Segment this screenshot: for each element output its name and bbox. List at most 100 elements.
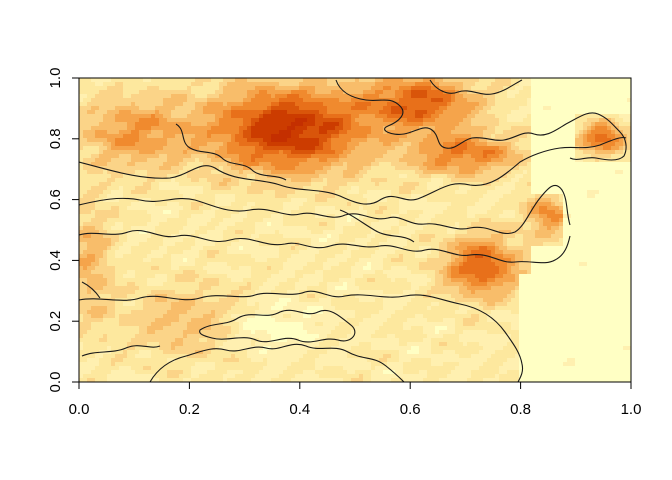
heatmap-cell [99, 374, 104, 379]
heatmap-cell [155, 298, 160, 303]
heatmap-cell [203, 346, 208, 351]
heatmap-cell [127, 78, 132, 83]
heatmap-cell [103, 182, 108, 187]
heatmap-cell [119, 286, 124, 291]
heatmap-cell [79, 146, 84, 151]
heatmap-cell [91, 298, 96, 303]
heatmap-cell [295, 298, 300, 303]
heatmap-cell [255, 354, 260, 359]
heatmap-cell [319, 222, 324, 227]
heatmap-cell [279, 326, 284, 331]
heatmap-cell [319, 330, 324, 335]
heatmap-cell [107, 306, 112, 311]
heatmap-cell [227, 226, 232, 231]
heatmap-cell [195, 318, 200, 323]
heatmap-cell [155, 82, 160, 87]
heatmap-cell [119, 186, 124, 191]
heatmap-cell [127, 174, 132, 179]
heatmap-cell [155, 98, 160, 103]
heatmap-cell [147, 134, 152, 139]
heatmap-cell [171, 374, 176, 379]
heatmap-cell [335, 326, 340, 331]
heatmap-cell [131, 106, 136, 111]
heatmap-cell [283, 306, 288, 311]
heatmap-cell [299, 314, 304, 319]
heatmap-cell [187, 86, 192, 91]
heatmap-cell [107, 326, 112, 331]
heatmap-cell [199, 166, 204, 171]
heatmap-cell [271, 222, 276, 227]
heatmap-cell [231, 358, 236, 363]
heatmap-cell [139, 274, 144, 279]
heatmap-cell [323, 258, 328, 263]
heatmap-cell [275, 190, 280, 195]
heatmap-cell [151, 210, 156, 215]
heatmap-cell [275, 370, 280, 375]
heatmap-cell [215, 118, 220, 123]
heatmap-cell [131, 194, 136, 199]
heatmap-cell [195, 226, 200, 231]
heatmap-cell [179, 218, 184, 223]
heatmap-cell [315, 126, 320, 131]
heatmap-cell [323, 354, 328, 359]
heatmap-cell [307, 186, 312, 191]
heatmap-cell [115, 190, 120, 195]
heatmap-cell [91, 198, 96, 203]
heatmap-cell [231, 282, 236, 287]
heatmap-cell [119, 258, 124, 263]
heatmap-cell [339, 98, 344, 103]
heatmap-cell [295, 102, 300, 107]
heatmap-cell [291, 282, 296, 287]
heatmap-cell [223, 214, 228, 219]
heatmap-cell [199, 358, 204, 363]
heatmap-cell [291, 290, 296, 295]
heatmap-cell [103, 378, 108, 382]
heatmap-cell [235, 142, 240, 147]
heatmap-cell [123, 202, 128, 207]
heatmap-cell [115, 214, 120, 219]
heatmap-cell [223, 202, 228, 207]
heatmap-cell [219, 350, 224, 355]
heatmap-cell [215, 122, 220, 127]
heatmap-cell [199, 150, 204, 155]
heatmap-cell [167, 110, 172, 115]
heatmap-cell [323, 94, 328, 99]
heatmap-cell [119, 94, 124, 99]
heatmap-cell [191, 210, 196, 215]
heatmap-cell [243, 326, 248, 331]
heatmap-cell [87, 334, 92, 339]
heatmap-cell [83, 314, 88, 319]
heatmap-cell [259, 326, 264, 331]
heatmap-cell [111, 178, 116, 183]
heatmap-cell [107, 178, 112, 183]
heatmap-cell [327, 202, 332, 207]
heatmap-cell [183, 238, 188, 243]
heatmap-cell [267, 114, 272, 119]
heatmap-cell [211, 190, 216, 195]
heatmap-cell [151, 78, 156, 83]
heatmap-cell [151, 378, 156, 382]
heatmap-cell [283, 322, 288, 327]
heatmap-cell [315, 202, 320, 207]
heatmap-cell [263, 90, 268, 95]
heatmap-cell [151, 310, 156, 315]
heatmap-cell [319, 370, 324, 375]
heatmap-cell [131, 186, 136, 191]
heatmap-cell [295, 122, 300, 127]
heatmap-cell [231, 106, 236, 111]
heatmap-cell [335, 322, 340, 327]
heatmap-cell [127, 322, 132, 327]
heatmap-cell [255, 266, 260, 271]
heatmap-cell [267, 370, 272, 375]
heatmap-cell [271, 250, 276, 255]
heatmap-cell [203, 250, 208, 255]
heatmap-cell [135, 250, 140, 255]
heatmap-cell [115, 134, 120, 139]
heatmap-cell [275, 358, 280, 363]
heatmap-cell [191, 262, 196, 267]
heatmap-cell [111, 354, 116, 359]
heatmap-cell [319, 254, 324, 259]
heatmap-cell [151, 222, 156, 227]
heatmap-cell [119, 218, 124, 223]
heatmap-cell [331, 154, 336, 159]
